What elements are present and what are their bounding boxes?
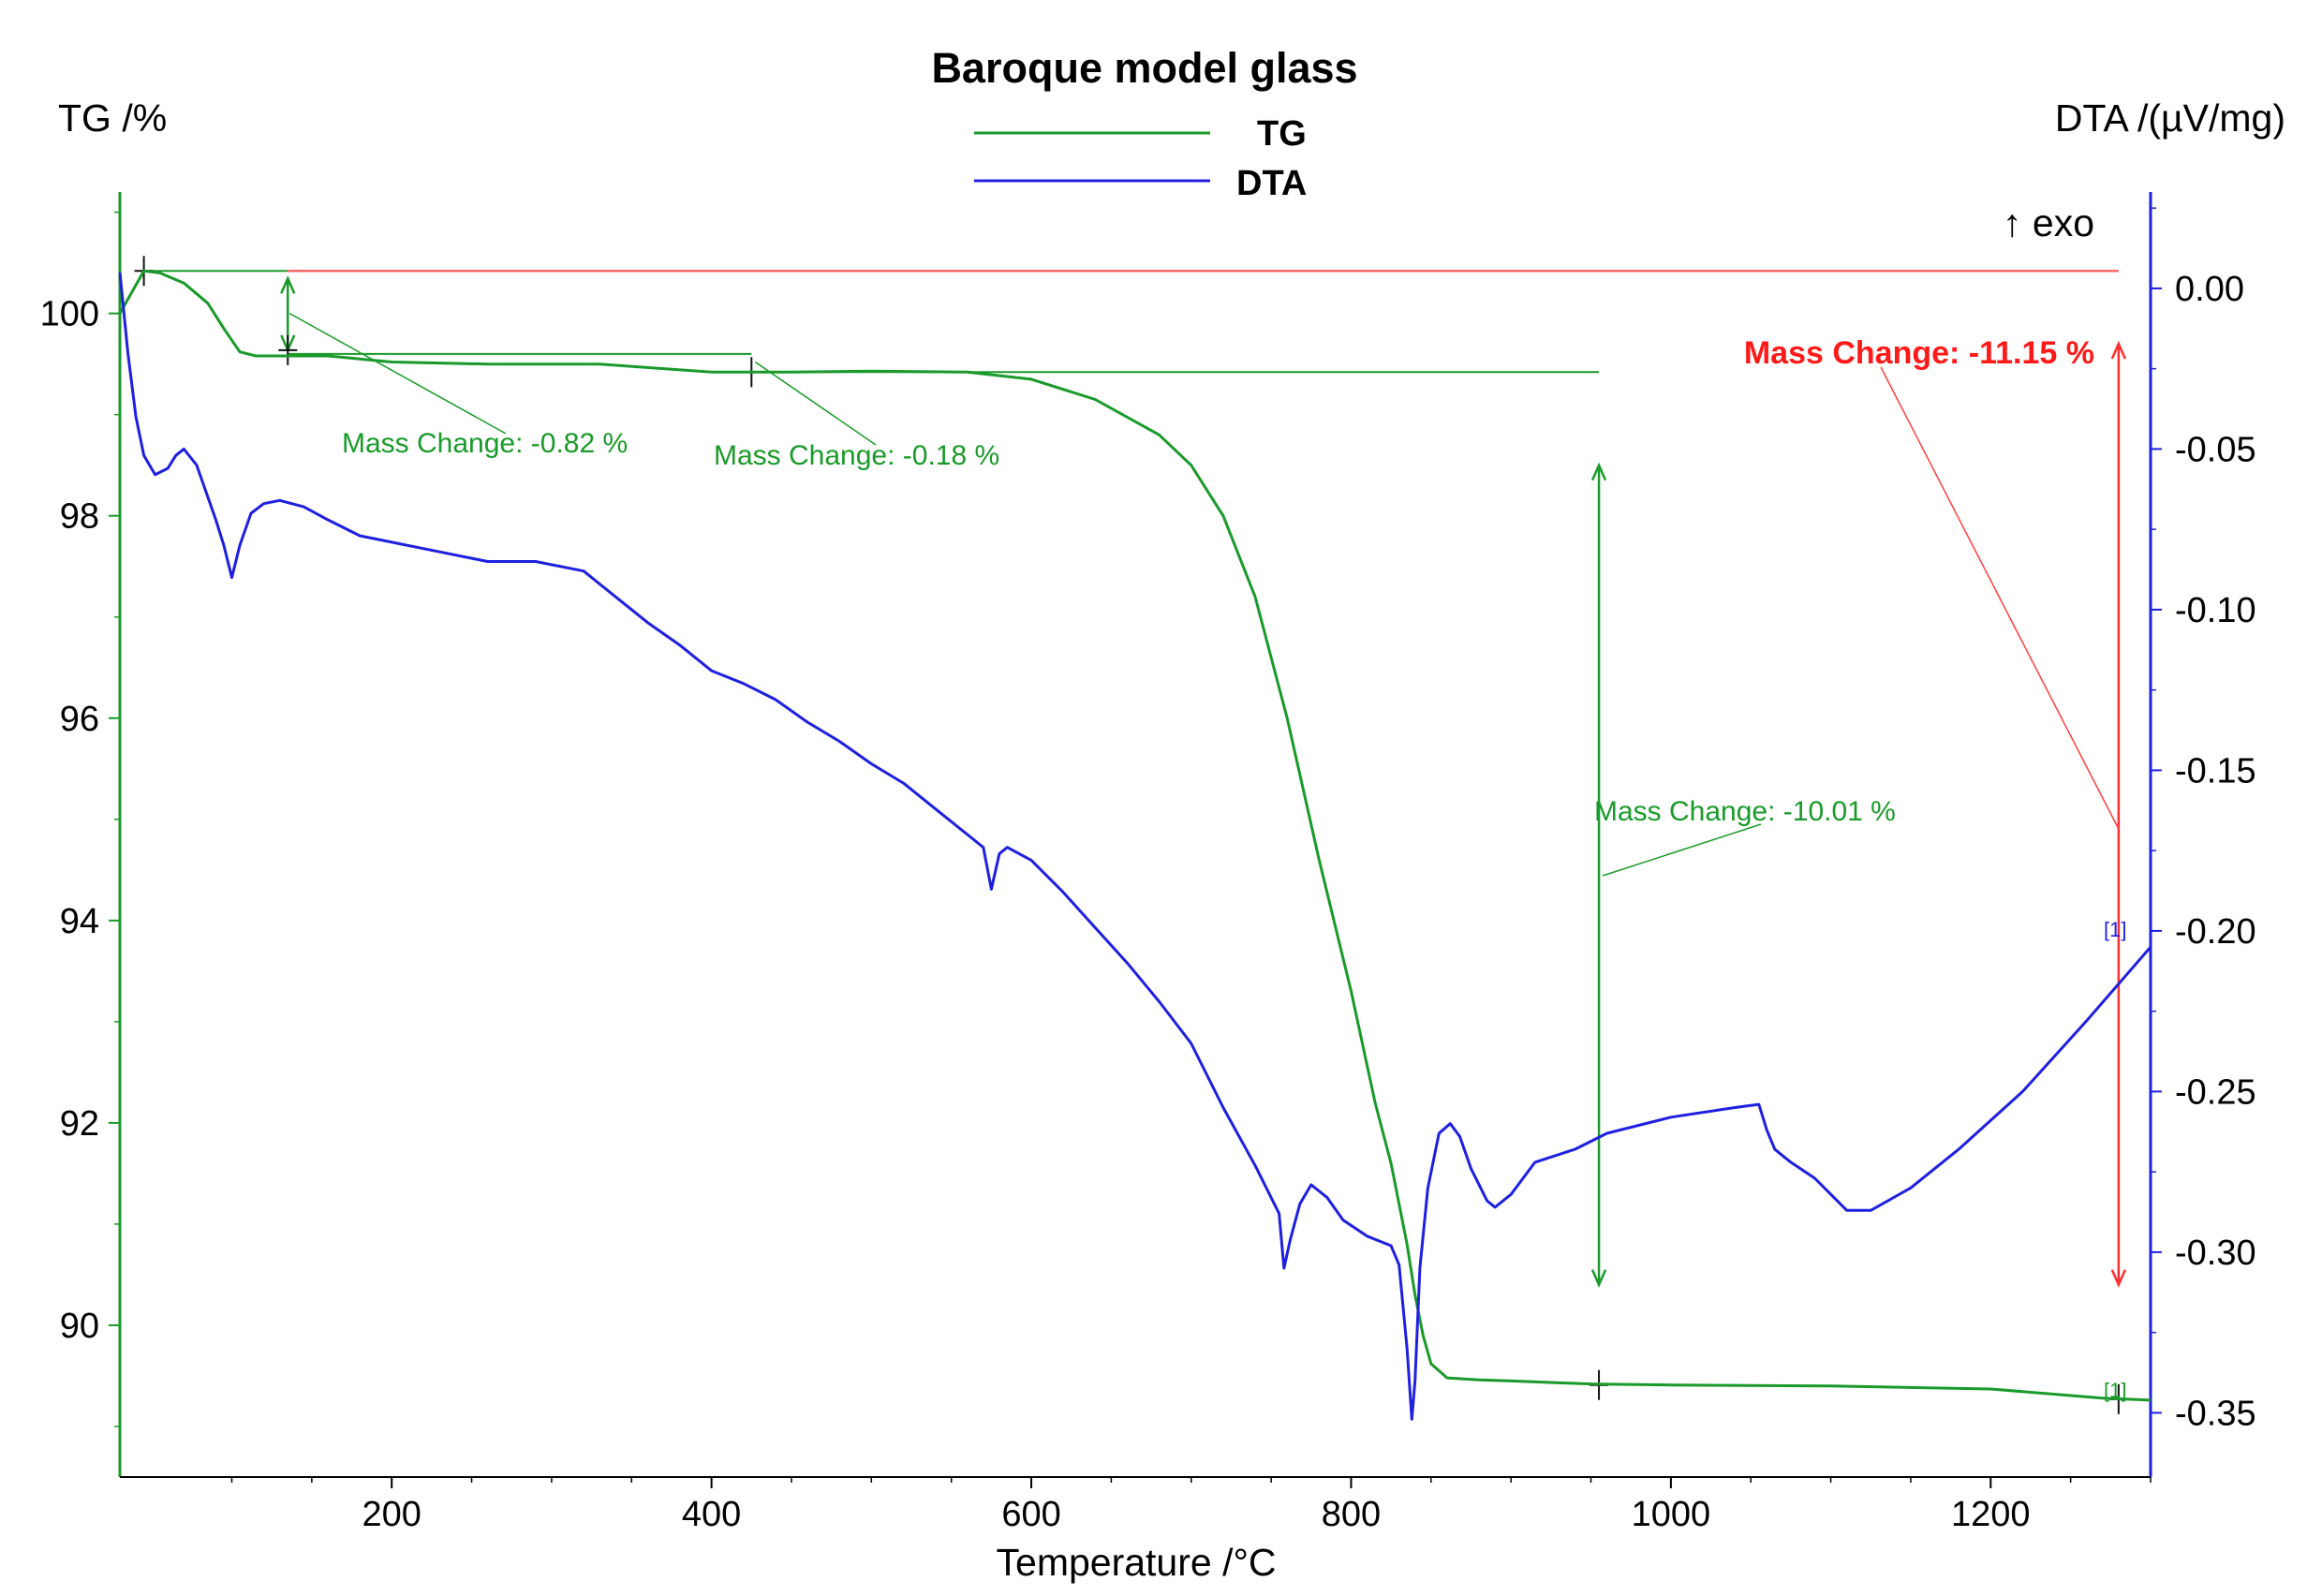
step2-leader (754, 361, 877, 446)
series-dta-line (118, 272, 2152, 1421)
x-tick-label: 200 (362, 1495, 421, 1534)
y-right-tick-label: -0.05 (2175, 430, 2256, 469)
y-left-tick-label: 98 (60, 497, 99, 537)
y-left-tick-label: 100 (40, 295, 99, 334)
x-axis-title: Temperature /°C (997, 1541, 1277, 1584)
y-left-tick-label: 90 (60, 1307, 99, 1346)
y-right-tick-label: 0.00 (2175, 270, 2244, 309)
y-right-tick-label: -0.15 (2175, 751, 2256, 791)
x-tick-label: 400 (682, 1495, 741, 1534)
mass-change-label-4: Mass Change: -11.15 % (1744, 335, 2094, 371)
legend-tg-label: TG (1257, 114, 1307, 154)
axes: 200 400 600 800 1000 1200 90 92 94 96 98 100 0.00 -0.… (40, 192, 2256, 1534)
step3-arrow-head-top (1590, 462, 1607, 481)
x-tick-label: 800 (1322, 1495, 1381, 1534)
step1-arrow-head-top (280, 275, 296, 294)
y-right-tick-label: -0.25 (2175, 1072, 2256, 1112)
total-leader (1880, 366, 2120, 830)
y-left-tick-label: 94 (60, 902, 99, 941)
mass-change-label-1: Mass Change: -0.82 % (342, 428, 628, 459)
step3-leader (1602, 823, 1762, 877)
y-right-tick-label: -0.30 (2175, 1234, 2256, 1273)
right-axis-title: DTA /(µV/mg) (2055, 96, 2285, 140)
annotation-lines (134, 256, 2128, 1414)
x-tick-label: 1000 (1632, 1495, 1711, 1534)
step3-arrow-head-bottom (1590, 1269, 1607, 1288)
y-right-tick-label: -0.10 (2175, 591, 2256, 630)
total-arrow-head-bottom (2110, 1269, 2127, 1288)
mass-change-label-2: Mass Change: -0.18 % (714, 440, 999, 471)
y-left-tick-label: 96 (60, 700, 99, 739)
legend: TG DTA (974, 114, 1307, 203)
x-tick-label: 600 (1001, 1495, 1060, 1534)
x-tick-label: 1200 (1951, 1495, 2031, 1534)
legend-dta-label: DTA (1236, 164, 1307, 203)
series-tg-line (118, 269, 2152, 1402)
chart-title: Baroque model glass (931, 44, 1357, 92)
y-left-tick-label: 92 (60, 1104, 99, 1144)
y-right-tick-label: -0.20 (2175, 912, 2256, 952)
step1-leader (288, 312, 507, 435)
annotation-labels: Mass Change: -0.82 % Mass Change: -0.18 %… (342, 335, 2126, 1402)
dta-end-marker: [1] (2104, 918, 2126, 941)
exo-label: ↑ exo (2003, 201, 2094, 244)
y-right-tick-label: -0.35 (2175, 1394, 2256, 1433)
total-arrow-head-top (2110, 340, 2127, 360)
left-axis-title: TG /% (58, 96, 167, 140)
total-arrow (2110, 340, 2127, 1288)
step3-arrow (1590, 462, 1607, 1288)
mass-change-label-3: Mass Change: -10.01 % (1594, 796, 1896, 827)
series-group (118, 269, 2152, 1421)
tg-end-marker: [1] (2104, 1379, 2126, 1402)
